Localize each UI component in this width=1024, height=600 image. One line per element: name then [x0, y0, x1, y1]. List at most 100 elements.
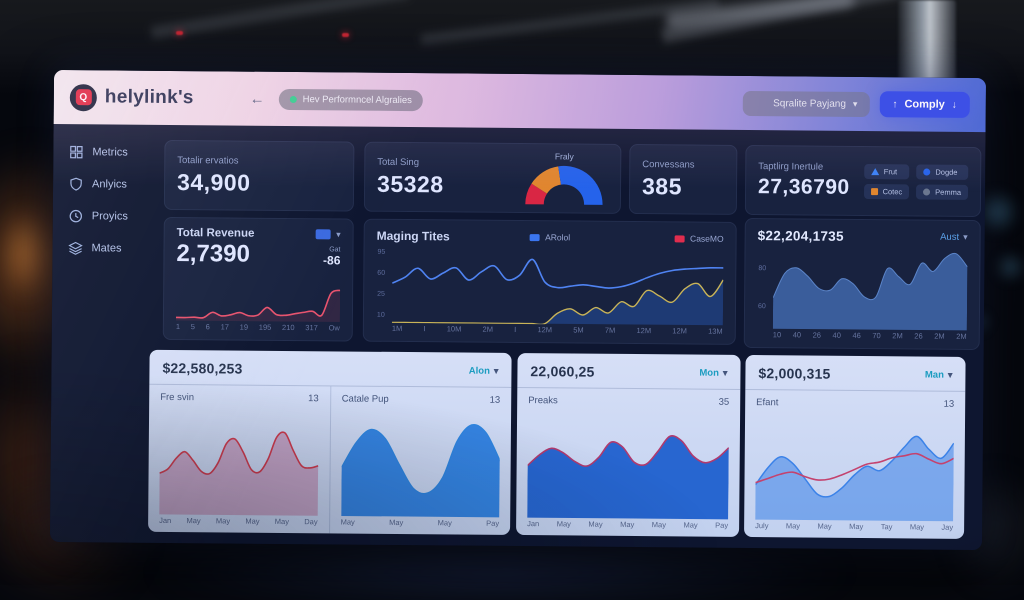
card-header: Total Revenue ▾ — [177, 227, 341, 240]
user-dropdown-button[interactable]: Sqralite Payjang ▾ — [743, 90, 870, 117]
sidebar-item-label: Mates — [91, 242, 122, 255]
stat-label: Totalir ervatios — [177, 154, 239, 167]
stat-label: Total Sing — [377, 156, 420, 168]
revenue-value: 2,7390 — [176, 240, 251, 268]
sidebar-item-anlyics[interactable]: Anlyics — [53, 168, 159, 201]
mini-count: 13 — [308, 393, 319, 405]
ceiling-beam — [661, 0, 939, 44]
gauge-label: Fraly — [554, 150, 574, 161]
period-dropdown[interactable]: Alon ▾ — [469, 365, 499, 376]
chevron-down-icon: ▾ — [947, 369, 953, 380]
bokeh-light — [995, 252, 1024, 282]
revenue-delta: Gat -86 — [323, 246, 341, 267]
comply-button[interactable]: ↑ Comply ↓ — [879, 91, 970, 118]
legend-chip: Dogde — [916, 163, 969, 180]
legend: Frut Dogde Cotec Pemma — [863, 163, 969, 200]
card-header: $2,000,315 Man ▾ — [745, 354, 966, 392]
card-body: Efant 13 July May May May Tay May Jay — [744, 390, 965, 539]
sidebar-item-metrics[interactable]: Metrics — [53, 136, 159, 169]
gauge-chart — [522, 162, 606, 207]
ceiling-beam — [420, 0, 720, 46]
square-icon — [870, 187, 878, 195]
stat-text: Total Sing 35328 — [377, 156, 444, 198]
chevron-down-icon: ▾ — [722, 367, 728, 378]
stat-card-reservations: Totalir ervatios 34,900 — [163, 139, 355, 212]
stat-value: 27,36790 — [757, 175, 850, 199]
stat-value: 34,900 — [176, 168, 251, 196]
brand-name: helylink's — [104, 86, 194, 109]
dropdown-label: Aust — [940, 231, 960, 243]
fresvin-chart: Jan May May May May Day — [159, 406, 319, 526]
card-body: Preaks 35 Jan May May May May May Pay — [516, 388, 740, 537]
period-dropdown[interactable]: Mon ▾ — [699, 367, 727, 378]
legend-chip: Pemma — [916, 183, 969, 200]
period-dropdown[interactable]: Aust ▾ — [940, 232, 968, 243]
arrow-up-icon: ↑ — [892, 98, 898, 110]
maging-tites-card: Maging Tites ARolol CaseMO 95 60 25 10 1M I 10… — [362, 218, 737, 345]
dropdown-label: Mon — [699, 367, 719, 379]
chart-type-icon — [316, 229, 332, 240]
legend-label: Dogde — [935, 167, 958, 177]
bottom-card-c: $2,000,315 Man ▾ Efant 13 July May May May T… — [744, 354, 966, 539]
revenue-chart: 1 5 6 17 19 195 210 317 Ow — [176, 282, 340, 332]
sidebar-item-mates[interactable]: Mates — [52, 232, 158, 265]
layers-icon — [68, 241, 83, 255]
card-title: Total Revenue — [176, 227, 255, 240]
notification-badge: Hev Performncel Algralies — [278, 88, 424, 111]
right-summary-card: $22,204,1735 Aust ▾ 80 60 10 40 26 40 46 70 2M 26… — [743, 217, 981, 351]
mini-count: 13 — [943, 398, 955, 410]
legend-label: ARolol — [545, 232, 571, 243]
card-options-button[interactable]: ▾ — [316, 229, 341, 240]
legend-label: CaseMO — [690, 233, 724, 244]
blue-swatch-icon — [530, 233, 541, 241]
mini-title: Catale Pup — [341, 393, 389, 405]
circle-icon — [755, 98, 766, 109]
chevron-down-icon: ▾ — [493, 365, 499, 376]
sidebar-item-label: Anlyics — [92, 178, 127, 191]
panel-value: $22,204,1735 — [757, 228, 844, 244]
status-dot-icon — [289, 95, 297, 103]
stat-label: Taptlirg Inertule — [758, 161, 824, 173]
sidebar: Metrics Anlyics Proyics Mates — [50, 124, 160, 543]
mini-panel-efant: Efant 13 July May May May Tay May Jay — [744, 390, 965, 539]
dashboard-screen: Q helylink's ← Hev Performncel Algralies… — [49, 69, 987, 551]
legend-chip: Frut — [863, 163, 910, 179]
dropdown-label: Man — [924, 369, 944, 381]
chevron-down-icon: ▾ — [336, 228, 341, 239]
mini-header: Fre svin 13 — [160, 392, 319, 404]
comply-button-label: Comply — [904, 98, 945, 111]
app-header: Q helylink's ← Hev Performncel Algralies… — [53, 69, 987, 133]
sidebar-item-label: Metrics — [92, 146, 128, 159]
mini-panel-preaks: Preaks 35 Jan May May May May May Pay — [516, 388, 740, 537]
mini-title: Preaks — [528, 395, 558, 407]
period-dropdown[interactable]: Man ▾ — [925, 369, 953, 380]
mini-header: Catale Pup 13 — [342, 393, 501, 405]
mini-count: 35 — [718, 396, 730, 408]
red-indicator-light — [176, 31, 183, 35]
stat-card-conversions: Convessans 385 — [628, 143, 738, 215]
mini-header: Preaks 35 — [528, 395, 729, 408]
sidebar-item-proyics[interactable]: Proyics — [53, 200, 159, 233]
shield-icon — [70, 177, 82, 191]
mini-count: 13 — [489, 394, 501, 406]
badge-text: Hev Performncel Algralies — [302, 93, 413, 106]
bottom-card-b: 22,060,25 Mon ▾ Preaks 35 Jan May May May Ma… — [516, 352, 741, 537]
red-indicator-light — [342, 33, 349, 37]
card-value: 22,060,25 — [530, 363, 595, 380]
back-arrow-icon[interactable]: ← — [249, 90, 265, 108]
card-values: 2,7390 Gat -86 — [176, 240, 340, 269]
legend-chip: Cotec — [863, 183, 910, 199]
stat-label: Convessans — [642, 158, 695, 171]
dropdown-label: Alon — [468, 365, 490, 377]
stat-card-taptlirg: Taptlirg Inertule 27,36790 Frut Dogde Co… — [744, 144, 982, 218]
legend-label: Pemma — [935, 187, 962, 197]
mini-header: Efant 13 — [756, 397, 954, 410]
gauge-widget: Fraly — [522, 151, 606, 207]
mini-title: Fre svin — [160, 391, 195, 404]
red-swatch-icon — [675, 234, 686, 242]
card-value: $22,580,253 — [162, 359, 243, 377]
delta-value: -86 — [323, 253, 341, 268]
mini-panel-catale: Catale Pup 13 May May May Pay — [328, 386, 512, 535]
stat-text: Taptlirg Inertule 27,36790 — [758, 161, 850, 200]
clock-icon — [69, 209, 83, 223]
